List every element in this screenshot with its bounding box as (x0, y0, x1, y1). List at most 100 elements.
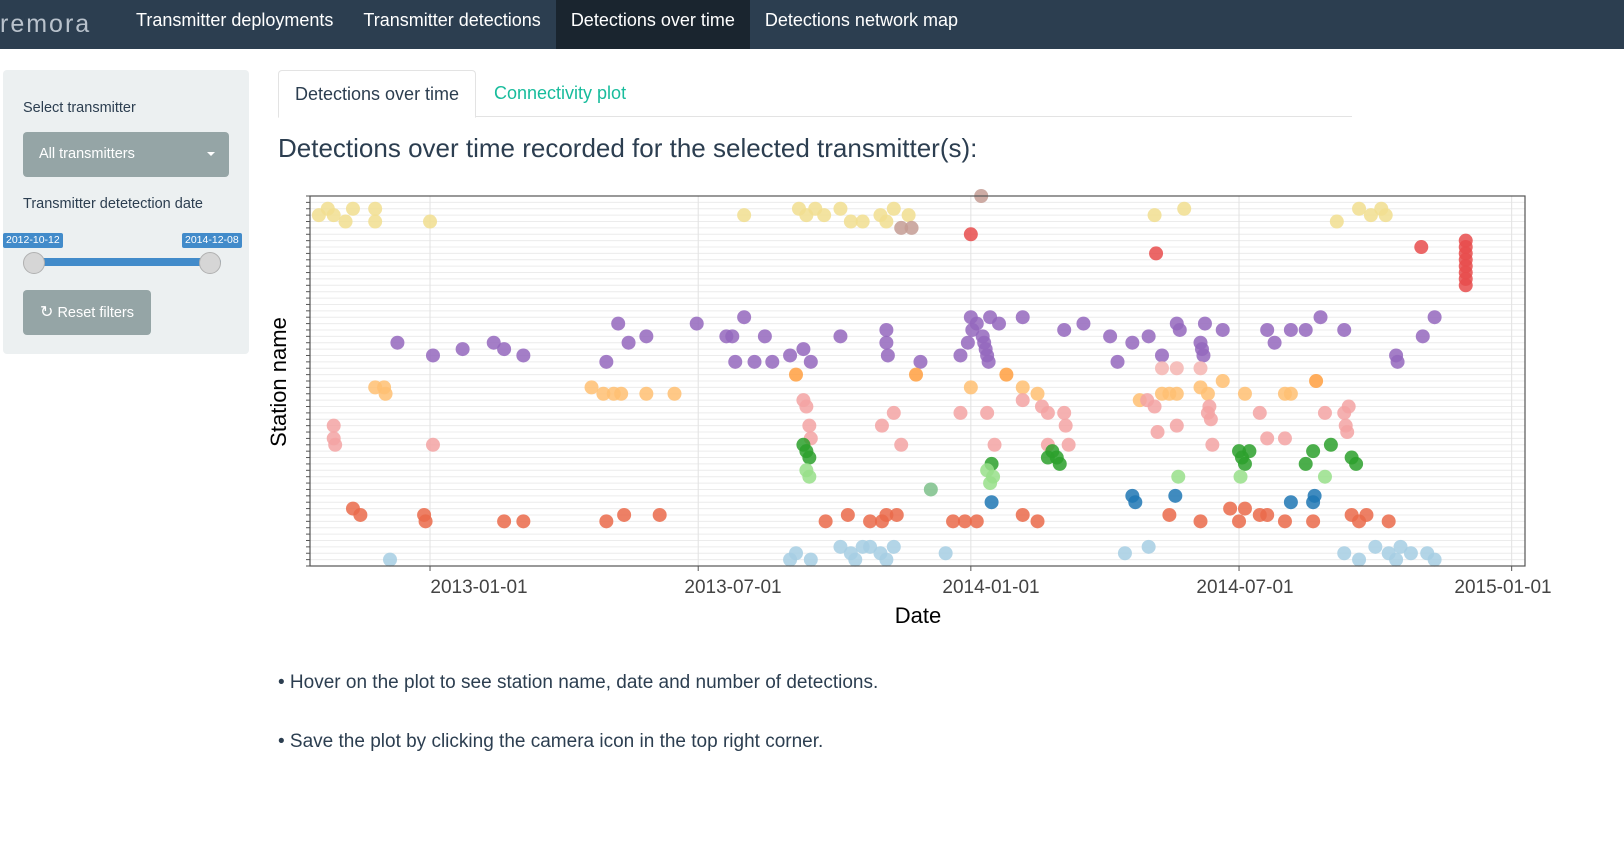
data-point (423, 214, 438, 229)
data-point (353, 507, 368, 522)
data-point (803, 354, 818, 369)
data-point (1030, 386, 1045, 401)
date-slider-track[interactable] (33, 258, 221, 266)
data-point (639, 386, 654, 401)
data-point (1415, 329, 1430, 344)
data-point (879, 335, 894, 350)
data-point (1223, 501, 1238, 516)
data-point (904, 220, 919, 235)
data-point (1337, 322, 1352, 337)
nav-item-transmitter-detections[interactable]: Transmitter detections (363, 10, 541, 30)
data-point (987, 437, 1002, 452)
hover-hint: • Hover on the plot to see station name,… (278, 672, 879, 693)
data-point (879, 214, 894, 229)
data-point (1306, 514, 1321, 529)
data-point (383, 552, 398, 567)
data-point (425, 348, 440, 363)
data-point (639, 329, 654, 344)
data-point (516, 514, 531, 529)
data-point (621, 335, 636, 350)
data-point (455, 342, 470, 357)
data-point (1317, 469, 1332, 484)
data-point (1215, 322, 1230, 337)
data-point (486, 335, 501, 350)
date-slider-start-handle[interactable] (23, 252, 45, 274)
data-point (960, 335, 975, 350)
nav-menu: Transmitter deployments Transmitter dete… (121, 0, 973, 49)
data-point (1323, 437, 1338, 452)
transmitter-select[interactable]: All transmitters (23, 132, 229, 177)
data-point (1359, 507, 1374, 522)
data-point (765, 354, 780, 369)
data-point (1057, 405, 1072, 420)
data-point (1232, 514, 1247, 529)
detections-scatter-plot[interactable] (0, 0, 1624, 640)
data-point (946, 514, 961, 529)
data-point (1205, 437, 1220, 452)
tab-connectivity-plot[interactable]: Connectivity plot (494, 83, 627, 103)
data-point (969, 316, 984, 331)
data-point (1171, 469, 1186, 484)
data-point (796, 342, 811, 357)
nav-item-transmitter-deployments[interactable]: Transmitter deployments (136, 10, 334, 30)
data-point (1277, 514, 1292, 529)
data-point (1149, 246, 1164, 261)
data-point (863, 514, 878, 529)
data-point (1169, 361, 1184, 376)
data-point (1458, 278, 1473, 293)
data-point (833, 539, 848, 554)
date-slider-label: Transmitter detetection date (23, 196, 203, 212)
data-point (923, 482, 938, 497)
x-tick-label: 2015-01-01 (1454, 577, 1552, 598)
date-end-tag: 2014-12-08 (182, 233, 242, 248)
data-point (889, 507, 904, 522)
data-point (879, 322, 894, 337)
data-point (737, 208, 752, 223)
nav-item-detections-over-time[interactable]: Detections over time (555, 0, 750, 49)
data-point (1233, 469, 1248, 484)
data-point (817, 208, 832, 223)
data-point (1317, 405, 1332, 420)
reset-filters-button[interactable]: ↻ Reset filters (23, 290, 151, 335)
data-point (840, 507, 855, 522)
data-point (737, 310, 752, 325)
plot-axes (306, 195, 1526, 571)
data-point (789, 367, 803, 382)
data-point (617, 507, 632, 522)
data-point (1154, 348, 1169, 363)
data-point (1242, 444, 1257, 459)
data-point (757, 329, 772, 344)
data-point (418, 514, 433, 529)
data-point (1298, 322, 1313, 337)
data-point (516, 348, 531, 363)
data-point (984, 495, 999, 510)
brand-logo[interactable]: remora (0, 10, 92, 38)
date-slider-end-handle[interactable] (199, 252, 221, 274)
data-point (1252, 405, 1267, 420)
data-point (1057, 322, 1072, 337)
data-point (1141, 539, 1156, 554)
data-point (980, 405, 995, 420)
data-point (1283, 322, 1298, 337)
data-point (378, 386, 393, 401)
x-axis-label: Date (894, 603, 942, 628)
data-point (1197, 316, 1212, 331)
nav-item-detections-network-map[interactable]: Detections network map (764, 10, 958, 30)
data-point (338, 214, 353, 229)
x-tick-label: 2014-01-01 (942, 577, 1040, 598)
refresh-icon: ↻ (40, 304, 54, 321)
tab-detections-over-time[interactable]: Detections over time (278, 70, 477, 118)
plot-frame (309, 195, 1526, 567)
data-point (1329, 214, 1344, 229)
reset-filters-label: Reset filters (57, 305, 134, 321)
data-point (818, 514, 833, 529)
data-point (1427, 552, 1442, 567)
data-point (1015, 507, 1030, 522)
data-point (1260, 431, 1275, 446)
data-point (1363, 208, 1378, 223)
x-tick-label: 2013-01-01 (430, 577, 528, 598)
data-point (855, 214, 870, 229)
data-point (596, 386, 611, 401)
data-point (938, 546, 953, 561)
data-point (863, 539, 878, 554)
